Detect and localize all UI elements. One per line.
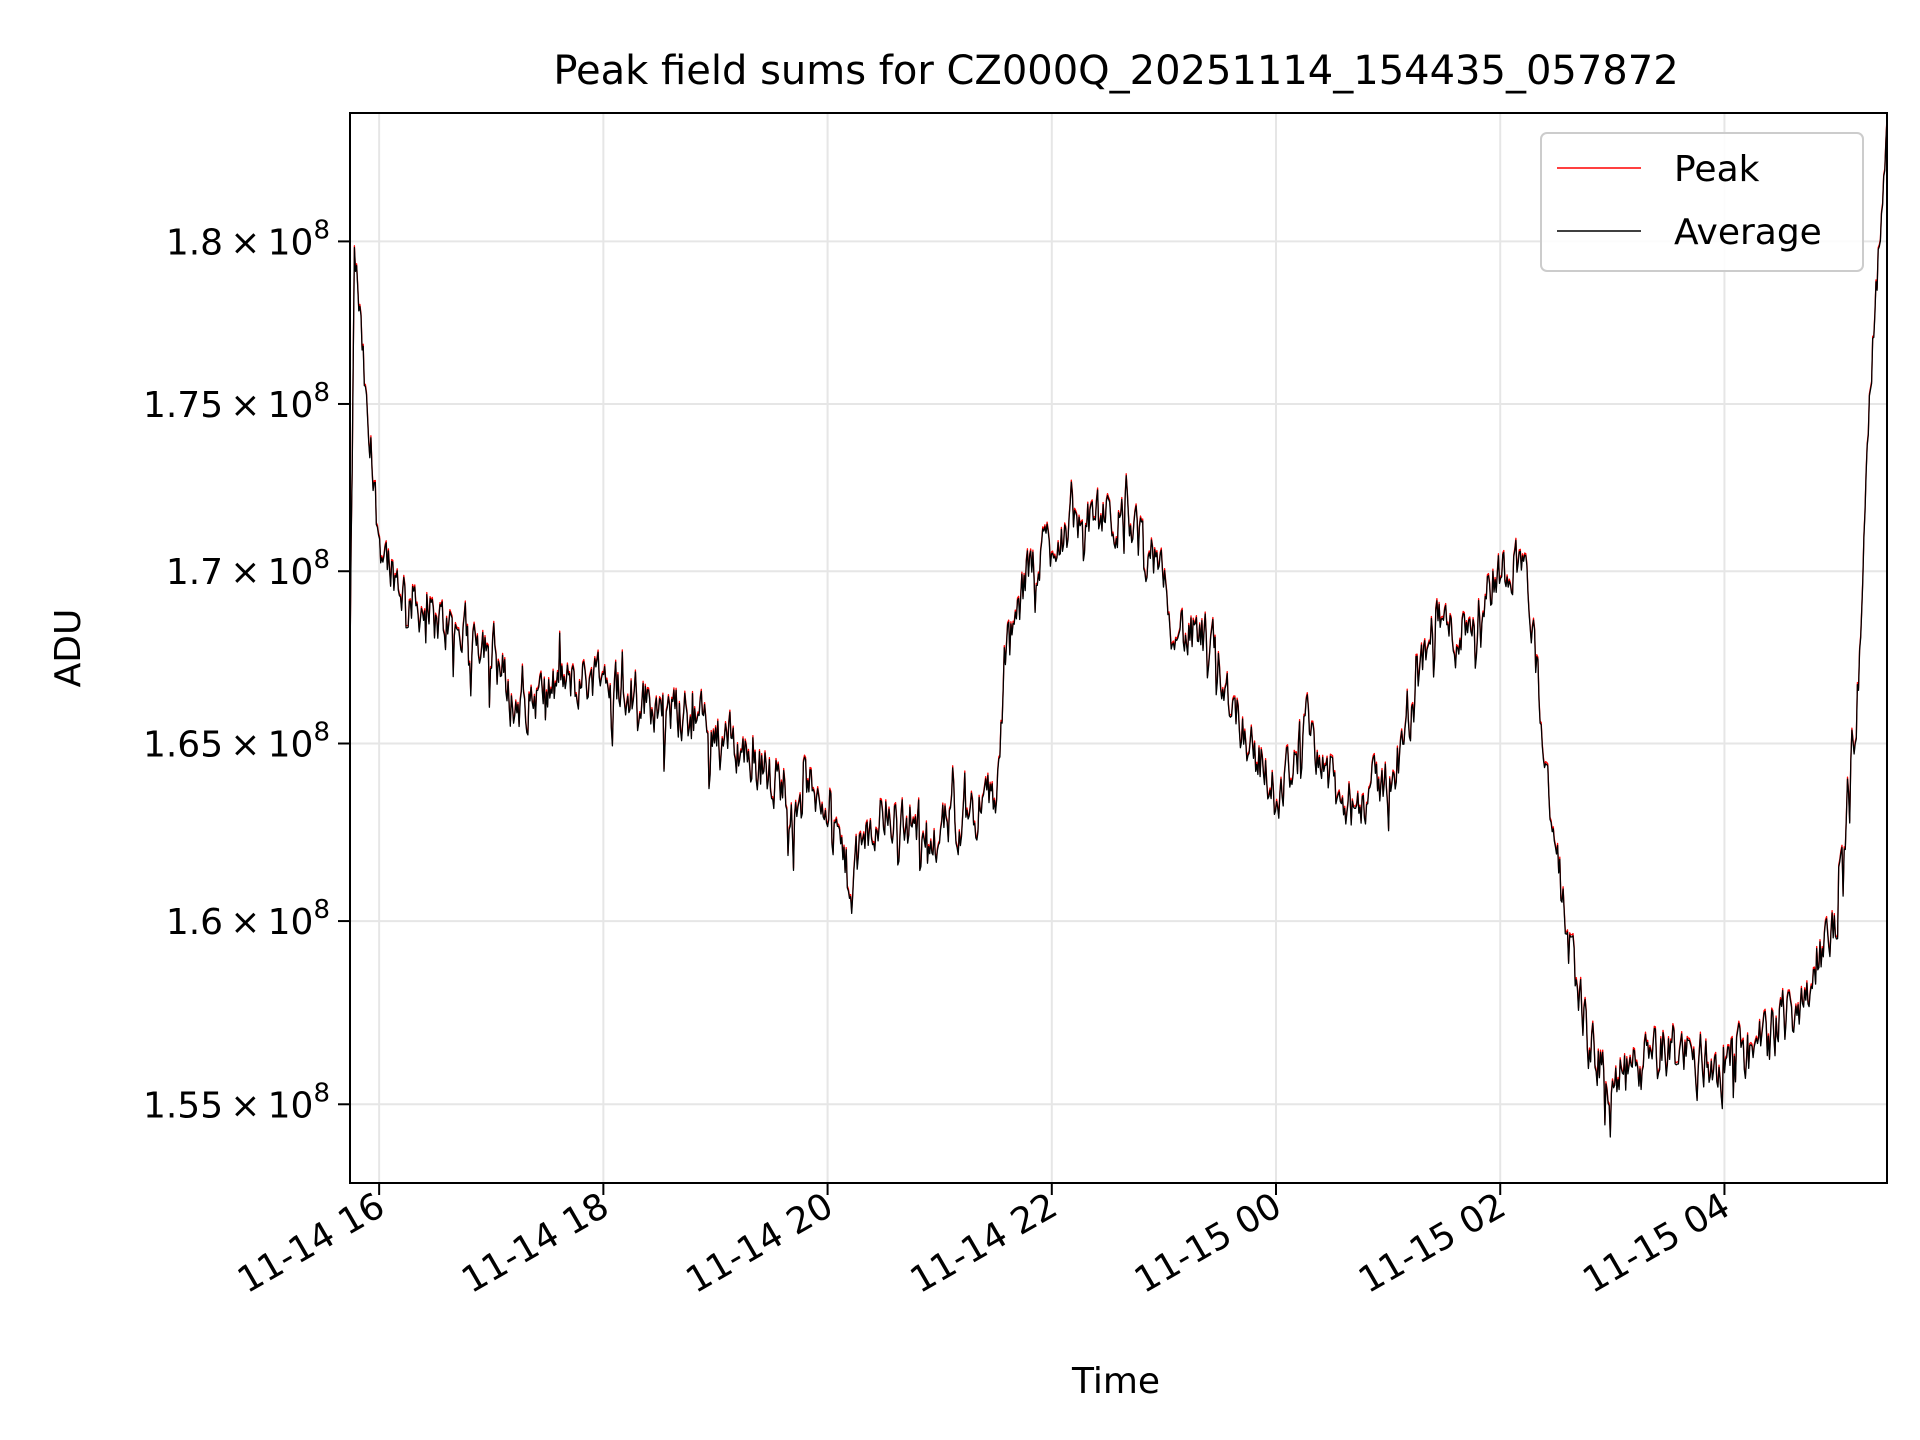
y-axis-label: ADU (48, 609, 89, 688)
y-tick-mantissa: 1.65 (143, 725, 223, 766)
y-tick-label: 1.55 × 108 (143, 1078, 330, 1126)
y-tick-times: × (223, 552, 268, 593)
y-tick-label: 1.75 × 108 (143, 378, 330, 426)
legend-peak-label: Peak (1674, 149, 1760, 190)
y-tick-times: × (223, 902, 268, 943)
x-tick-label: 11-14 18 (455, 1185, 616, 1301)
y-tick-times: × (223, 222, 268, 263)
y-tick-base: 10 (268, 902, 314, 943)
y-tick-exponent: 8 (313, 545, 330, 575)
y-tick-label: 1.8 × 108 (166, 215, 330, 263)
y-tick-mantissa: 1.8 (166, 222, 223, 263)
x-tick-label: 11-15 02 (1352, 1185, 1513, 1301)
y-tick-mantissa: 1.75 (143, 385, 223, 426)
y-tick-mantissa: 1.7 (166, 552, 223, 593)
y-tick-exponent: 8 (313, 895, 330, 925)
plot-frame (349, 112, 1888, 1184)
y-tick-exponent: 8 (313, 215, 330, 245)
legend: Peak Average (1540, 132, 1864, 272)
y-tick-times: × (223, 385, 268, 426)
y-tick-label: 1.65 × 108 (143, 718, 330, 766)
y-tick-base: 10 (268, 222, 314, 263)
y-tick-exponent: 8 (313, 378, 330, 408)
x-tick-label: 11-14 22 (904, 1185, 1065, 1301)
y-tick-exponent: 8 (313, 1078, 330, 1108)
y-tick-label: 1.6 × 108 (166, 895, 330, 943)
average-series-line (350, 118, 1887, 1138)
x-axis: 11-14 16 11-14 18 11-14 20 11-14 22 11-15 00… (231, 1183, 1737, 1302)
x-axis-label: Time (1071, 1361, 1160, 1402)
grid (350, 113, 1887, 1183)
y-tick-base: 10 (268, 1085, 314, 1126)
x-tick-label: 11-14 16 (231, 1185, 392, 1301)
y-tick-times: × (223, 725, 268, 766)
y-tick-times: × (223, 1085, 268, 1126)
y-tick-base: 10 (268, 725, 314, 766)
x-tick-label: 11-15 00 (1128, 1185, 1289, 1301)
y-tick-base: 10 (268, 552, 314, 593)
y-tick-base: 10 (268, 385, 314, 426)
y-tick-mantissa: 1.6 (166, 902, 223, 943)
chart-title: Peak field sums for CZ000Q_20251114_1544… (553, 48, 1678, 94)
legend-average-label: Average (1674, 212, 1822, 253)
x-tick-label: 11-15 04 (1576, 1185, 1737, 1301)
y-tick-exponent: 8 (313, 718, 330, 748)
y-tick-mantissa: 1.55 (143, 1085, 223, 1126)
y-tick-label: 1.7 × 108 (166, 545, 330, 593)
x-tick-label: 11-14 20 (679, 1185, 840, 1301)
